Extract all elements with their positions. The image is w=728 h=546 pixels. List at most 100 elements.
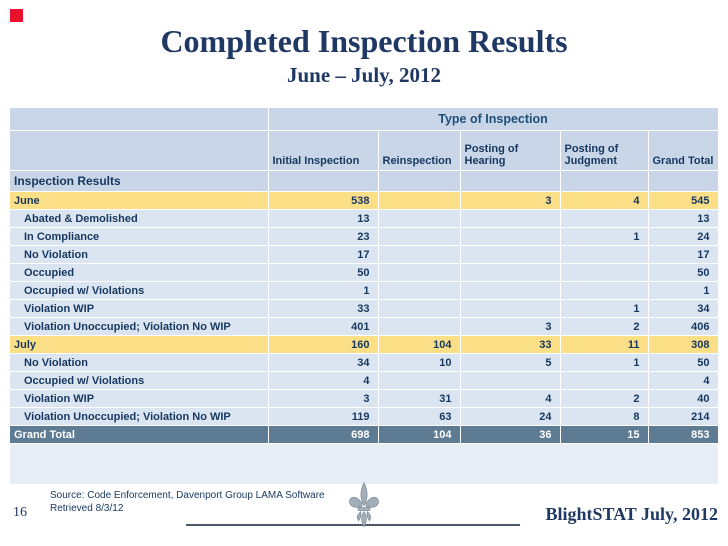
row-label: No Violation [10, 353, 269, 372]
row-label: Occupied w/ Violations [10, 281, 269, 300]
row-label: July [10, 335, 269, 354]
cell-value [560, 281, 649, 300]
table-panel-filler [10, 444, 718, 484]
corner-cell [10, 108, 269, 131]
cell-value: 1 [268, 281, 379, 300]
inspection-table-panel: Type of Inspection Initial Inspection Rei… [10, 108, 719, 484]
cell-value: 11 [560, 335, 649, 354]
row-label: Abated & Demolished [10, 209, 269, 228]
row-label: Violation WIP [10, 389, 269, 408]
inspection-results-label: Inspection Results [10, 170, 269, 192]
cell-value: 3 [460, 317, 561, 336]
corner-cell-2 [10, 130, 269, 171]
cell-value: 214 [648, 407, 719, 426]
column-header: Initial Inspection [268, 130, 379, 171]
row-label: Violation Unoccupied; Violation No WIP [10, 317, 269, 336]
table-row-occupied-w-violations: Occupied w/ Violations 1 1 [10, 281, 719, 300]
table-row-no-violation: No Violation 34 10 5 1 50 [10, 353, 719, 372]
cell-value: 23 [268, 227, 379, 246]
cell-value [378, 245, 461, 264]
section-header-row: Inspection Results [10, 170, 719, 192]
cell-value: 853 [648, 425, 719, 444]
cell-value [560, 209, 649, 228]
cell-value: 13 [268, 209, 379, 228]
inspection-results-table: Type of Inspection Initial Inspection Rei… [10, 108, 719, 444]
source-note: Source: Code Enforcement, Davenport Grou… [50, 489, 325, 515]
cell-value: 4 [648, 371, 719, 390]
section-header-filler-cell [268, 170, 379, 192]
cell-value [460, 263, 561, 282]
cell-value [460, 281, 561, 300]
cell-value: 4 [460, 389, 561, 408]
table-row-grand-total: Grand Total 698 104 36 15 853 [10, 425, 719, 444]
cell-value: 1 [560, 353, 649, 372]
cell-value: 1 [648, 281, 719, 300]
cell-value: 34 [648, 299, 719, 318]
cell-value: 63 [378, 407, 461, 426]
cell-value [378, 299, 461, 318]
type-of-inspection-header: Type of Inspection [268, 108, 719, 131]
cell-value: 104 [378, 425, 461, 444]
row-label: Occupied [10, 263, 269, 282]
column-header-row: Initial Inspection Reinspection Posting of… [10, 130, 719, 171]
cell-value [560, 245, 649, 264]
cell-value: 50 [648, 263, 719, 282]
cell-value: 538 [268, 191, 379, 210]
cell-value: 31 [378, 389, 461, 408]
row-label: Grand Total [10, 425, 269, 444]
cell-value: 17 [268, 245, 379, 264]
cell-value: 33 [268, 299, 379, 318]
cell-value: 24 [648, 227, 719, 246]
section-header-filler-cell [460, 170, 561, 192]
fleur-de-lis-icon [349, 482, 379, 528]
cell-value [378, 281, 461, 300]
column-header: Posting of Judgment [560, 130, 649, 171]
cell-value: 4 [560, 191, 649, 210]
cell-value: 10 [378, 353, 461, 372]
cell-value: 406 [648, 317, 719, 336]
table-row-no-violation: No Violation 17 17 [10, 245, 719, 264]
row-label: No Violation [10, 245, 269, 264]
column-header: Grand Total [648, 130, 719, 171]
cell-value: 3 [268, 389, 379, 408]
cell-value [460, 227, 561, 246]
cell-value [378, 263, 461, 282]
cell-value: 50 [648, 353, 719, 372]
type-header-row: Type of Inspection [10, 108, 719, 131]
cell-value [560, 371, 649, 390]
cell-value: 1 [560, 299, 649, 318]
table-row-june: June 538 3 4 545 [10, 191, 719, 210]
cell-value [460, 371, 561, 390]
cell-value: 4 [268, 371, 379, 390]
table-row-violation-unoccupied-violation-no-wip: Violation Unoccupied; Violation No WIP 40… [10, 317, 719, 336]
cell-value: 104 [378, 335, 461, 354]
cell-value: 24 [460, 407, 561, 426]
cell-value [378, 191, 461, 210]
cell-value: 15 [560, 425, 649, 444]
cell-value [460, 209, 561, 228]
slide-title: Completed Inspection Results [160, 23, 568, 59]
row-label: Violation Unoccupied; Violation No WIP [10, 407, 269, 426]
table-row-violation-wip: Violation WIP 3 31 4 2 40 [10, 389, 719, 408]
cell-value: 2 [560, 317, 649, 336]
page-number: 16 [13, 505, 27, 520]
column-header: Reinspection [378, 130, 461, 171]
table-body: June 538 3 4 545 Abated & Demolished 13 13 In Co… [10, 191, 719, 444]
cell-value: 1 [560, 227, 649, 246]
cell-value [460, 299, 561, 318]
cell-value: 2 [560, 389, 649, 408]
cell-value: 545 [648, 191, 719, 210]
cell-value: 40 [648, 389, 719, 408]
cell-value: 8 [560, 407, 649, 426]
cell-value: 13 [648, 209, 719, 228]
cell-value: 5 [460, 353, 561, 372]
cell-value [460, 245, 561, 264]
cell-value [378, 371, 461, 390]
cell-value: 698 [268, 425, 379, 444]
table-row-violation-wip: Violation WIP 33 1 34 [10, 299, 719, 318]
cell-value: 401 [268, 317, 379, 336]
section-header-filler-cell [648, 170, 719, 192]
cell-value: 119 [268, 407, 379, 426]
cell-value: 308 [648, 335, 719, 354]
cell-value: 3 [460, 191, 561, 210]
